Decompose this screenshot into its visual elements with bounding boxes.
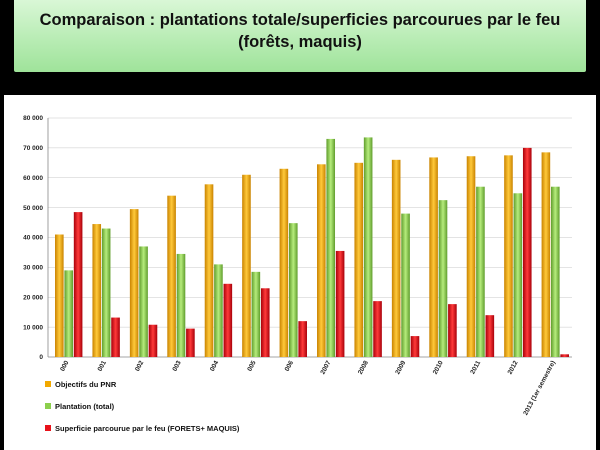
bar-objectifs-du-pnr-2003 xyxy=(167,195,176,357)
x-tick-label: 003 xyxy=(171,359,182,372)
bar-superficie-parcourue-par-le-feu-forets-maquis-2012 xyxy=(522,147,532,357)
x-tick-label: 000 xyxy=(59,359,70,372)
bar-plantation-total-2006 xyxy=(288,223,298,357)
bar-superficie-parcourue-par-le-feu-forets-maquis-2004 xyxy=(223,283,233,357)
bar-superficie-parcourue-par-le-feu-forets-maquis-2002 xyxy=(148,324,158,357)
bar-superficie-parcourue-par-le-feu-forets-maquis-2005 xyxy=(260,288,270,357)
bar-objectifs-du-pnr-2011 xyxy=(466,156,476,357)
bar-objectifs-du-pnr-2008 xyxy=(354,162,364,357)
legend-label: Superficie parcourue par le feu (FORETS+… xyxy=(55,424,240,433)
y-tick-label: 60 000 xyxy=(23,175,43,182)
y-tick-label: 80 000 xyxy=(23,115,43,122)
x-tick-label: 002 xyxy=(134,359,145,372)
bar-superficie-parcourue-par-le-feu-forets-maquis-2001 xyxy=(111,317,120,357)
legend-swatch xyxy=(45,381,51,387)
x-tick-label: 2010 xyxy=(432,359,445,375)
bar-plantation-total-2000 xyxy=(64,270,74,357)
bar-objectifs-du-pnr-2007 xyxy=(317,164,326,357)
y-tick-label: 70 000 xyxy=(23,145,43,152)
bar-superficie-parcourue-par-le-feu-forets-maquis-2011 xyxy=(485,315,495,357)
title-banner: Comparaison : plantations totale/superfi… xyxy=(14,0,586,72)
legend-label: Plantation (total) xyxy=(55,402,115,411)
bar-plantation-total-2002 xyxy=(139,246,148,357)
y-tick-label: 20 000 xyxy=(23,294,43,301)
bar-objectifs-du-pnr-2004 xyxy=(204,184,214,357)
bar-superficie-parcourue-par-le-feu-forets-maquis-2009 xyxy=(410,336,420,357)
bar-objectifs-du-pnr-2009 xyxy=(391,159,401,357)
bar-superficie-parcourue-par-le-feu-forets-maquis-2013-1er-semestre xyxy=(560,354,569,357)
bar-objectifs-du-pnr-2005 xyxy=(242,174,251,357)
y-tick-label: 10 000 xyxy=(23,324,43,331)
x-tick-label: 2013 (1er semestre) xyxy=(522,360,557,417)
bar-plantation-total-2008 xyxy=(363,137,373,357)
bar-superficie-parcourue-par-le-feu-forets-maquis-2010 xyxy=(448,304,457,357)
legend-swatch xyxy=(45,425,51,431)
bar-objectifs-du-pnr-2001 xyxy=(92,224,102,357)
bar-plantation-total-2009 xyxy=(401,213,410,357)
chart-panel: 0 10 000 20 000 30 000 40 000 50 000 60 000 70 … xyxy=(4,95,596,450)
x-tick-label: 006 xyxy=(284,359,295,372)
bar-superficie-parcourue-par-le-feu-forets-maquis-2000 xyxy=(73,212,83,357)
bar-objectifs-du-pnr-2010 xyxy=(429,157,438,357)
x-tick-label: 2011 xyxy=(469,359,482,375)
x-tick-label: 2007 xyxy=(320,359,333,375)
legend-label: Objectifs du PNR xyxy=(55,380,117,389)
bar-objectifs-du-pnr-2000 xyxy=(55,234,64,357)
x-tick-label: 005 xyxy=(246,359,257,372)
bar-superficie-parcourue-par-le-feu-forets-maquis-2008 xyxy=(373,301,382,357)
legend-swatch xyxy=(45,403,51,409)
chart-title: Comparaison : plantations totale/superfi… xyxy=(39,11,561,51)
y-tick-label: 0 xyxy=(39,354,43,361)
bar-plantation-total-2005 xyxy=(251,271,261,357)
bar-objectifs-du-pnr-2002 xyxy=(129,209,139,357)
chart: 0 10 000 20 000 30 000 40 000 50 000 60 000 70 … xyxy=(23,115,572,433)
bar-objectifs-du-pnr-2012 xyxy=(504,155,513,357)
bar-superficie-parcourue-par-le-feu-forets-maquis-2003 xyxy=(186,328,195,357)
bar-objectifs-du-pnr-2013-1er-semestre xyxy=(541,152,551,357)
bar-plantation-total-2010 xyxy=(438,200,448,357)
x-tick-label: 2009 xyxy=(394,359,407,375)
bar-plantation-total-2004 xyxy=(214,264,223,357)
bar-superficie-parcourue-par-le-feu-forets-maquis-2007 xyxy=(335,250,345,357)
bar-plantation-total-2013-1er-semestre xyxy=(550,186,560,357)
x-tick-label: 004 xyxy=(209,359,220,372)
y-tick-label: 30 000 xyxy=(23,265,43,272)
bar-plantation-total-2007 xyxy=(326,138,336,357)
x-tick-label: 2008 xyxy=(357,359,370,375)
y-tick-label: 50 000 xyxy=(23,205,43,212)
y-tick-label: 40 000 xyxy=(23,235,43,242)
bar-plantation-total-2011 xyxy=(476,186,485,357)
bar-plantation-total-2001 xyxy=(101,228,111,357)
x-tick-label: 001 xyxy=(97,359,108,372)
x-tick-label: 2012 xyxy=(507,359,520,375)
bar-plantation-total-2003 xyxy=(176,253,186,357)
bar-objectifs-du-pnr-2006 xyxy=(279,168,289,357)
bar-plantation-total-2012 xyxy=(513,193,523,357)
bar-superficie-parcourue-par-le-feu-forets-maquis-2006 xyxy=(298,321,307,357)
